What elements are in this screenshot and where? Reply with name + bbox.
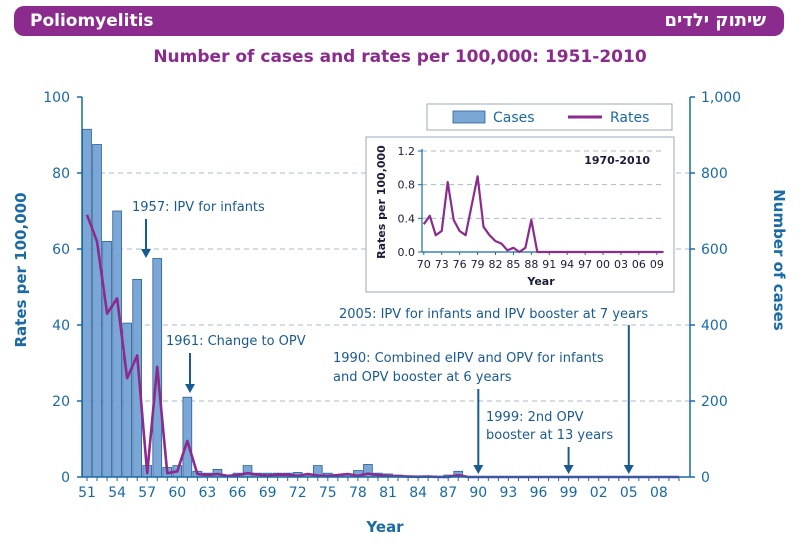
legend-cases-label: Cases: [493, 110, 535, 126]
right-tick-label: 0: [701, 470, 710, 486]
inset-x-tick-label: 91: [542, 258, 556, 271]
x-axis-label: Year: [365, 518, 404, 536]
annotation-1999-line2: booster at 13 years: [486, 428, 613, 443]
cases-bar: [242, 465, 253, 478]
legend-cases-swatch: [452, 110, 486, 124]
annotation-1990-line1: 1990: Combined eIPV and OPV for infants: [333, 351, 604, 366]
annotation-1990-line2: and OPV booster at 6 years: [333, 370, 512, 385]
inset-x-tick-label: 76: [453, 258, 467, 271]
inset-x-tick-label: 94: [560, 258, 574, 271]
cases-bar: [82, 128, 92, 478]
left-tick-label: 80: [52, 166, 70, 182]
x-tick-label: 93: [499, 485, 517, 501]
inset-x-tick-label: 06: [632, 258, 646, 271]
annotation-arrow-head: [185, 384, 195, 393]
inset-y-tick-label: 1.2: [398, 145, 416, 158]
x-tick-label: 60: [168, 485, 186, 501]
inset-x-label: Year: [526, 275, 555, 288]
x-tick-label: 72: [289, 485, 307, 501]
inset-y-tick-label: 0.8: [398, 179, 416, 192]
cases-bar: [112, 210, 122, 478]
x-tick-label: 78: [349, 485, 367, 501]
left-tick-label: 20: [52, 394, 70, 410]
annotation-arrow-head: [623, 465, 634, 474]
x-tick-label: 81: [379, 485, 397, 501]
inset-title: 1970-2010: [584, 154, 650, 167]
inset-rates-line: [422, 175, 663, 254]
cases-bar: [92, 144, 102, 478]
annotation-2005: 2005: IPV for infants and IPV booster at…: [339, 307, 648, 322]
chart-title: Number of cases and rates per 100,000: 1…: [153, 47, 647, 67]
x-tick-label: 90: [469, 485, 487, 501]
inset-box: [365, 136, 675, 293]
x-tick-label: 87: [439, 485, 457, 501]
cases-bar: [102, 240, 112, 478]
annotation-1961: 1961: Change to OPV: [166, 334, 306, 349]
annotation-arrow-head: [473, 465, 484, 474]
x-tick-label: 08: [650, 485, 668, 501]
right-tick-label: 400: [701, 318, 728, 334]
inset-x-tick-label: 73: [435, 258, 449, 271]
inset-x-tick-label: 00: [596, 258, 610, 271]
x-tick-label: 63: [198, 485, 216, 501]
inset-x-tick-label: 82: [488, 258, 502, 271]
x-tick-label: 99: [560, 485, 578, 501]
x-tick-label: 84: [409, 485, 427, 501]
inset-x-tick-label: 85: [506, 258, 520, 271]
inset-x-tick-label: 70: [417, 258, 431, 271]
legend: Cases Rates: [426, 103, 673, 131]
x-tick-label: 96: [530, 485, 548, 501]
x-tick-label: 54: [108, 485, 126, 501]
left-tick-label: 0: [61, 470, 70, 486]
x-tick-label: 51: [78, 485, 96, 501]
inset-x-tick-label: 79: [471, 258, 485, 271]
annotation-arrow-head: [563, 465, 574, 474]
annotation-1957: 1957: IPV for infants: [132, 200, 265, 215]
cases-bar: [182, 396, 193, 478]
right-tick-label: 200: [701, 394, 728, 410]
inset-y-tick-label: 0.0: [398, 246, 416, 259]
x-tick-label: 57: [138, 485, 156, 501]
y-axis-label-right: Number of cases: [770, 189, 788, 331]
left-tick-label: 40: [52, 318, 70, 334]
left-tick-label: 60: [52, 242, 70, 258]
disease-title-hebrew: שיתוק ילדים: [664, 10, 766, 31]
x-tick-label: 75: [319, 485, 337, 501]
header-bar: Poliomyelitis שיתוק ילדים: [14, 6, 784, 36]
x-tick-label: 05: [620, 485, 638, 501]
right-tick-label: 1,000: [701, 90, 741, 106]
right-tick-label: 600: [701, 242, 728, 258]
x-tick-label: 69: [259, 485, 277, 501]
left-tick-label: 100: [43, 90, 70, 106]
y-axis-label-left: Rates per 100,000: [12, 192, 30, 347]
legend-rates-label: Rates: [610, 110, 649, 126]
inset-x-tick-label: 97: [578, 258, 592, 271]
annotation-arrow-head: [141, 249, 151, 258]
inset-x-tick-label: 09: [650, 258, 664, 271]
x-tick-label: 02: [590, 485, 608, 501]
disease-title: Poliomyelitis: [30, 11, 154, 31]
inset-y-label: Rates per 100,000: [375, 145, 388, 259]
inset-x-tick-label: 03: [614, 258, 628, 271]
annotation-1999-line1: 1999: 2nd OPV: [486, 410, 584, 425]
inset-x-tick-label: 88: [524, 258, 538, 271]
x-tick-label: 66: [229, 485, 247, 501]
right-tick-label: 800: [701, 166, 728, 182]
inset-y-tick-label: 0.4: [398, 212, 416, 225]
